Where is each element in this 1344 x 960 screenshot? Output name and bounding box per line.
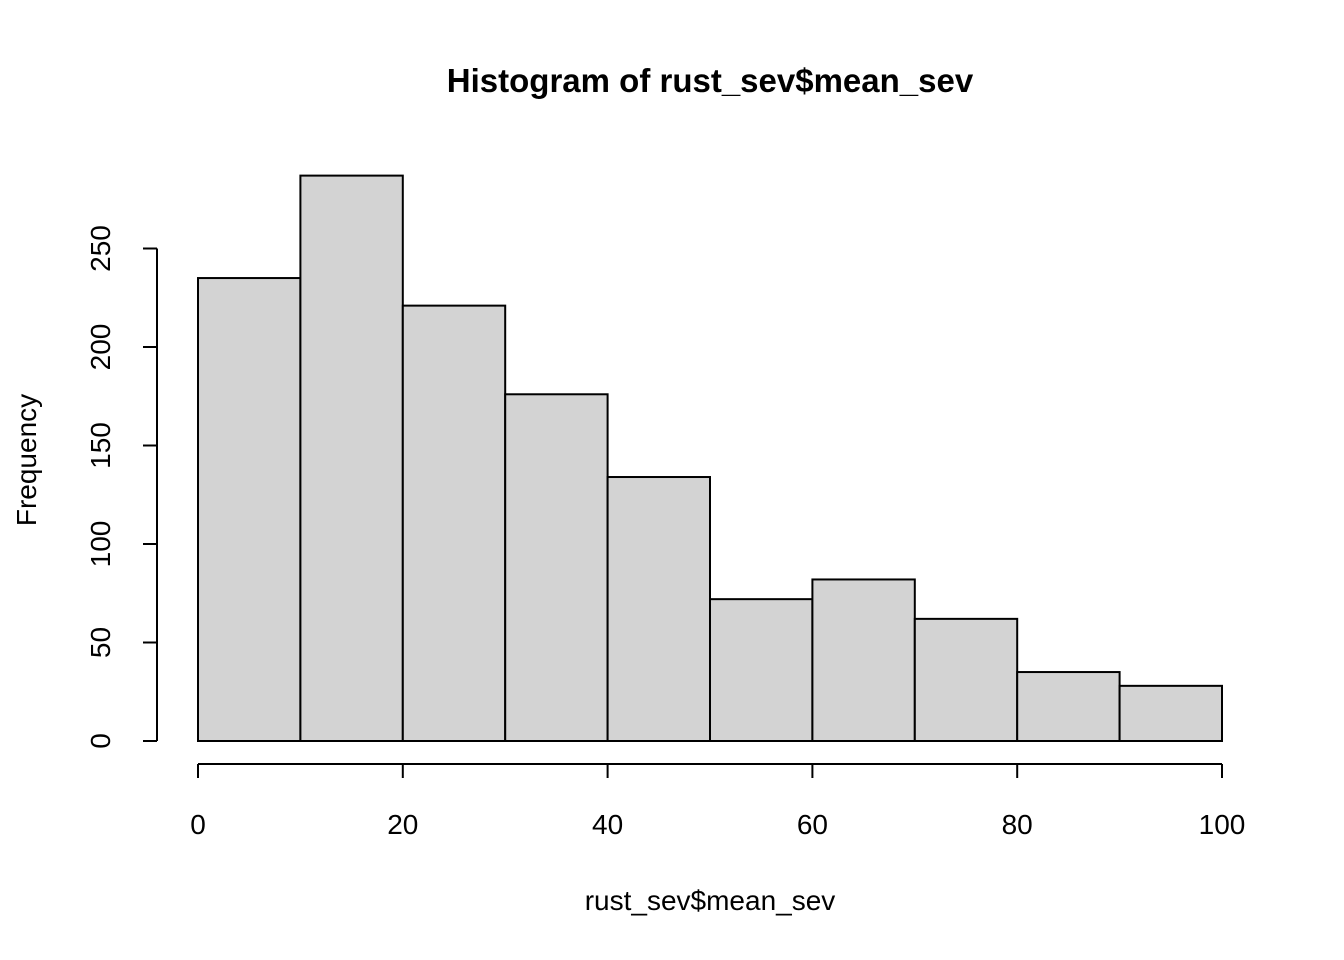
x-axis-label: rust_sev$mean_sev bbox=[585, 885, 836, 916]
y-axis: 0 50 100 150 200 250 bbox=[85, 225, 158, 749]
histogram-bar-2 bbox=[401, 304, 507, 742]
histogram-bar-3 bbox=[504, 393, 609, 742]
y-tick-label-250: 250 bbox=[85, 225, 116, 272]
y-tick-label-100: 100 bbox=[85, 521, 116, 568]
y-tick-label-0: 0 bbox=[85, 733, 116, 749]
histogram-bar-1 bbox=[299, 174, 404, 743]
x-tick-label-20: 20 bbox=[387, 809, 418, 840]
histogram-bar-7 bbox=[913, 617, 1019, 742]
histogram-bar-4 bbox=[606, 476, 711, 742]
histogram-bar-9 bbox=[1118, 684, 1223, 743]
y-tick-label-150: 150 bbox=[85, 422, 116, 469]
histogram-bar-6 bbox=[811, 578, 916, 743]
x-axis: 0 20 40 60 80 100 bbox=[190, 763, 1246, 840]
histogram-bar-8 bbox=[1016, 671, 1121, 742]
y-tick-label-200: 200 bbox=[85, 324, 116, 371]
histogram-bar-0 bbox=[197, 277, 302, 742]
x-tick-label-60: 60 bbox=[797, 809, 828, 840]
y-axis-label: Frequency bbox=[11, 394, 42, 526]
x-tick-label-80: 80 bbox=[1002, 809, 1033, 840]
x-tick-label-100: 100 bbox=[1199, 809, 1246, 840]
y-tick-label-50: 50 bbox=[85, 627, 116, 658]
x-tick-label-40: 40 bbox=[592, 809, 623, 840]
bars-group bbox=[197, 174, 1223, 743]
chart-title: Histogram of rust_sev$mean_sev bbox=[447, 62, 974, 99]
histogram-bar-5 bbox=[709, 598, 814, 742]
x-tick-label-0: 0 bbox=[190, 809, 206, 840]
